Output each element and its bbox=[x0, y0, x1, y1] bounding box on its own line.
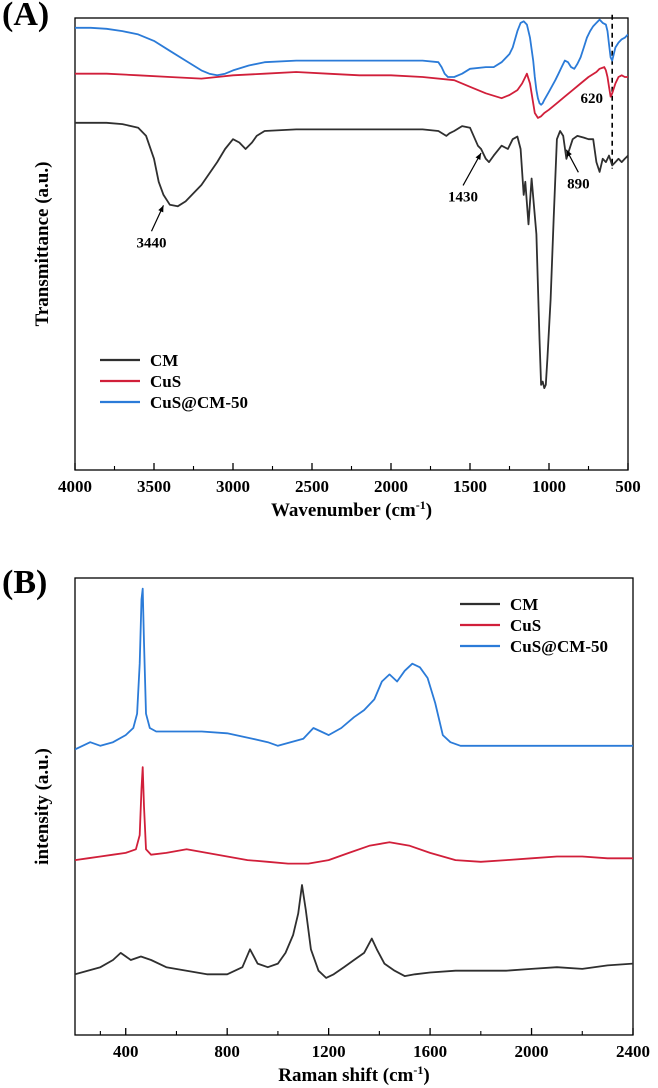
series-line-cm bbox=[75, 121, 628, 389]
annotation-arrowhead bbox=[566, 149, 572, 157]
chart-panel-b: 400 800 1200 1600 2000 2400 Raman shift (cm-1)… bbox=[32, 577, 650, 1086]
x-tick-label: 2000 bbox=[515, 1042, 549, 1061]
annotation-label: 620 bbox=[581, 91, 604, 107]
annotation-label: 890 bbox=[567, 176, 590, 192]
y-axis-label: Transmittance (a.u.) bbox=[32, 162, 53, 327]
annotation-arrowhead bbox=[475, 153, 482, 160]
plot-frame bbox=[74, 577, 634, 1036]
legend-label: CM bbox=[510, 595, 538, 614]
chart-panel-a: 4000 3500 3000 2500 2000 1500 1000 500 Wavenumbe… bbox=[32, 14, 641, 521]
x-tick-label: 1600 bbox=[413, 1042, 447, 1061]
annotation-arrowhead bbox=[158, 205, 164, 213]
x-tick-label: 1000 bbox=[532, 477, 566, 496]
x-tick-label: 3500 bbox=[137, 477, 171, 496]
series-line-cus-cm-50 bbox=[75, 587, 633, 751]
x-tick-label: 2500 bbox=[295, 477, 329, 496]
legend-label: CuS bbox=[150, 372, 181, 391]
panel-label-b: (B) bbox=[2, 564, 48, 601]
legend-label: CuS bbox=[510, 616, 541, 635]
y-axis-label: intensity (a.u.) bbox=[32, 748, 53, 865]
x-axis-label: Raman shift (cm-1) bbox=[278, 1063, 429, 1086]
series-line-cus bbox=[75, 66, 628, 119]
panel-label-a: (A) bbox=[2, 0, 50, 33]
x-tick-label: 3000 bbox=[216, 477, 250, 496]
legend-label: CM bbox=[150, 351, 178, 370]
x-tick-label: 1200 bbox=[312, 1042, 346, 1061]
annotation-label: 3440 bbox=[136, 235, 166, 251]
series-line-cm bbox=[75, 884, 633, 979]
legend-label: CuS@CM-50 bbox=[150, 393, 248, 412]
x-tick-label: 2400 bbox=[616, 1042, 650, 1061]
x-tick-label: 2000 bbox=[374, 477, 408, 496]
x-tick-label: 1500 bbox=[453, 477, 487, 496]
series-line-cus-cm-50 bbox=[75, 18, 628, 106]
series-line-cus bbox=[75, 766, 633, 865]
legend-label: CuS@CM-50 bbox=[510, 637, 608, 656]
x-tick-label: 500 bbox=[615, 477, 641, 496]
x-tick-label: 400 bbox=[113, 1042, 139, 1061]
annotation-label: 1430 bbox=[448, 189, 478, 205]
x-axis-label: Wavenumber (cm-1) bbox=[271, 498, 432, 521]
x-tick-label: 4000 bbox=[58, 477, 92, 496]
x-tick-label: 800 bbox=[214, 1042, 240, 1061]
